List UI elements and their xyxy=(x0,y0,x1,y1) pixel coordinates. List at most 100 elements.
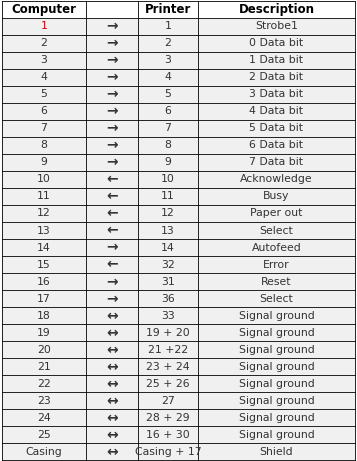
Text: →: → xyxy=(106,155,118,170)
Text: 7: 7 xyxy=(165,124,171,134)
Text: ↔: ↔ xyxy=(106,444,118,459)
Text: Acknowledge: Acknowledge xyxy=(240,174,313,184)
Text: ←: ← xyxy=(106,258,118,272)
Text: Autofeed: Autofeed xyxy=(252,242,301,253)
Text: 21 +22: 21 +22 xyxy=(148,344,188,355)
Text: 23: 23 xyxy=(37,396,51,406)
Text: ↔: ↔ xyxy=(106,377,118,390)
Text: 10: 10 xyxy=(37,174,51,184)
Text: →: → xyxy=(106,19,118,34)
Text: Signal ground: Signal ground xyxy=(238,430,314,440)
Text: Casing: Casing xyxy=(25,447,62,456)
Text: →: → xyxy=(106,291,118,306)
Text: ↔: ↔ xyxy=(106,360,118,373)
Text: Error: Error xyxy=(263,260,290,270)
Text: 1: 1 xyxy=(40,21,47,31)
Text: 8: 8 xyxy=(40,141,47,150)
Bar xyxy=(2,120,355,137)
Text: Shield: Shield xyxy=(260,447,293,456)
Text: Printer: Printer xyxy=(145,3,191,16)
Bar xyxy=(2,443,355,460)
Text: Signal ground: Signal ground xyxy=(238,396,314,406)
Text: 10: 10 xyxy=(161,174,175,184)
Text: 20: 20 xyxy=(37,344,51,355)
Text: Signal ground: Signal ground xyxy=(238,311,314,320)
Bar xyxy=(2,1,355,18)
Text: ↔: ↔ xyxy=(106,325,118,340)
Text: 2: 2 xyxy=(40,38,47,48)
Text: 1 Data bit: 1 Data bit xyxy=(250,55,303,65)
Text: ←: ← xyxy=(106,207,118,220)
Text: 14: 14 xyxy=(37,242,51,253)
Text: Busy: Busy xyxy=(263,191,290,201)
Text: →: → xyxy=(106,121,118,136)
Text: ←: ← xyxy=(106,172,118,187)
Bar xyxy=(2,341,355,358)
Text: ↔: ↔ xyxy=(106,427,118,442)
Bar xyxy=(2,154,355,171)
Text: 4: 4 xyxy=(165,72,171,83)
Bar xyxy=(2,205,355,222)
Text: 5 Data bit: 5 Data bit xyxy=(250,124,303,134)
Bar xyxy=(2,290,355,307)
Text: 3 Data bit: 3 Data bit xyxy=(250,89,303,100)
Text: →: → xyxy=(106,53,118,67)
Text: 5: 5 xyxy=(40,89,47,100)
Text: ←: ← xyxy=(106,224,118,237)
Text: 22: 22 xyxy=(37,378,51,389)
Bar xyxy=(2,426,355,443)
Bar xyxy=(2,222,355,239)
Text: →: → xyxy=(106,274,118,289)
Text: 28 + 29: 28 + 29 xyxy=(146,413,190,423)
Text: 9: 9 xyxy=(40,158,47,167)
Bar xyxy=(2,18,355,35)
Text: 0 Data bit: 0 Data bit xyxy=(249,38,303,48)
Text: →: → xyxy=(106,36,118,50)
Text: Computer: Computer xyxy=(11,3,76,16)
Text: 4: 4 xyxy=(40,72,47,83)
Text: →: → xyxy=(106,88,118,101)
Text: 16: 16 xyxy=(37,277,51,287)
Bar xyxy=(2,35,355,52)
Bar xyxy=(2,358,355,375)
Text: Select: Select xyxy=(260,294,293,303)
Text: ↔: ↔ xyxy=(106,308,118,323)
Text: 36: 36 xyxy=(161,294,175,303)
Text: →: → xyxy=(106,105,118,118)
Text: 1: 1 xyxy=(165,21,171,31)
Text: Select: Select xyxy=(260,225,293,236)
Text: Reset: Reset xyxy=(261,277,292,287)
Bar xyxy=(2,307,355,324)
Bar xyxy=(2,69,355,86)
Bar xyxy=(2,188,355,205)
Text: Signal ground: Signal ground xyxy=(238,361,314,372)
Bar xyxy=(2,375,355,392)
Text: ↔: ↔ xyxy=(106,394,118,408)
Text: 11: 11 xyxy=(37,191,51,201)
Text: ↔: ↔ xyxy=(106,343,118,356)
Text: →: → xyxy=(106,71,118,84)
Text: Strobe1: Strobe1 xyxy=(255,21,298,31)
Text: 21: 21 xyxy=(37,361,51,372)
Text: 18: 18 xyxy=(37,311,51,320)
Text: 16 + 30: 16 + 30 xyxy=(146,430,190,440)
Text: 6: 6 xyxy=(165,106,171,117)
Bar xyxy=(2,239,355,256)
Bar xyxy=(2,86,355,103)
Text: Signal ground: Signal ground xyxy=(238,344,314,355)
Text: Casing + 17: Casing + 17 xyxy=(135,447,201,456)
Text: 12: 12 xyxy=(37,208,51,219)
Text: 24: 24 xyxy=(37,413,51,423)
Text: ↔: ↔ xyxy=(106,411,118,425)
Text: 2 Data bit: 2 Data bit xyxy=(250,72,303,83)
Text: 25 + 26: 25 + 26 xyxy=(146,378,190,389)
Bar xyxy=(2,409,355,426)
Text: 5: 5 xyxy=(165,89,171,100)
Bar xyxy=(2,324,355,341)
Text: 7: 7 xyxy=(40,124,47,134)
Text: 25: 25 xyxy=(37,430,51,440)
Bar xyxy=(2,392,355,409)
Text: 31: 31 xyxy=(161,277,175,287)
Text: 17: 17 xyxy=(37,294,51,303)
Text: 8: 8 xyxy=(165,141,171,150)
